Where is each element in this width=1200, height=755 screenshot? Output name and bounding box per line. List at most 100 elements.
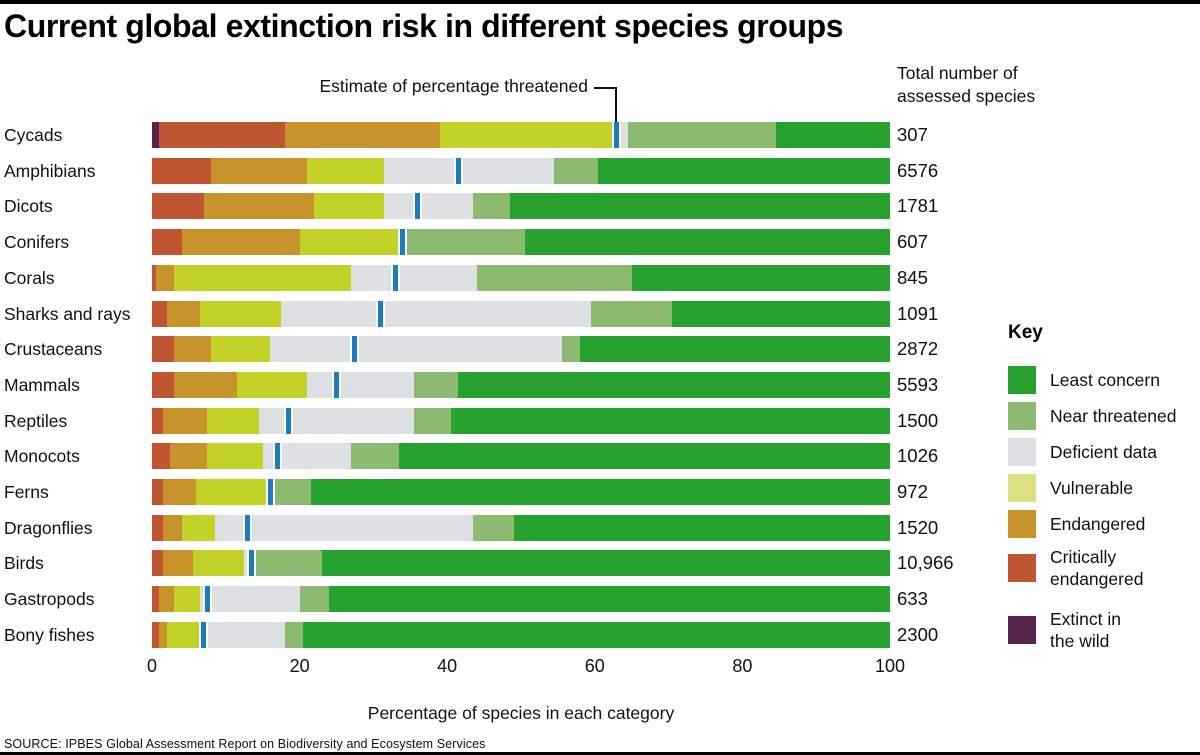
segment-endangered: [181, 229, 300, 256]
threatened-estimate-marker: [612, 122, 622, 148]
legend-swatch-near-threatened: [1008, 402, 1036, 430]
stacked-bar-corals: [152, 264, 890, 291]
stacked-bar-conifers: [152, 229, 890, 256]
segment-deficient-data: [384, 157, 555, 184]
segment-deficient-data: [199, 621, 285, 648]
row-label-gastropods: Gastropods: [4, 589, 95, 610]
segment-least-concern: [672, 300, 890, 327]
row-label-crustaceans: Crustaceans: [4, 339, 103, 360]
total-assessed-bony-fishes: 2300: [897, 623, 939, 645]
segment-near-threatened: [284, 621, 304, 648]
segment-vulnerable: [207, 443, 263, 470]
segment-endangered: [284, 122, 440, 148]
segment-critically-endangered: [152, 264, 156, 291]
legend-label-endangered: Endangered: [1050, 514, 1146, 534]
segment-endangered: [174, 336, 212, 363]
segment-deficient-data: [351, 264, 477, 291]
total-assessed-amphibians: 6576: [897, 159, 939, 181]
legend-item-critically-endangered: Critically endangered: [1008, 546, 1143, 590]
segment-vulnerable: [174, 586, 200, 613]
segment-vulnerable: [199, 300, 282, 327]
segment-least-concern: [450, 407, 890, 434]
legend-label-extinct-wild: Extinct in the wild: [1050, 609, 1121, 651]
segment-near-threatened: [627, 122, 776, 148]
legend-swatch-extinct-wild: [1008, 616, 1036, 644]
threatened-annotation-label: Estimate of percentage threatened: [319, 76, 588, 96]
stacked-bar-amphibians: [152, 157, 890, 184]
row-label-amphibians: Amphibians: [4, 160, 96, 181]
segment-vulnerable: [211, 336, 271, 363]
threatened-estimate-marker: [391, 264, 401, 291]
segment-deficient-data: [616, 122, 628, 148]
row-label-sharks-and-rays: Sharks and rays: [4, 303, 131, 324]
total-assessed-ferns: 972: [897, 481, 928, 502]
segment-endangered: [163, 514, 182, 541]
stacked-bar-crustaceans: [152, 336, 890, 363]
row-label-bony-fishes: Bony fishes: [4, 624, 95, 645]
total-assessed-sharks-and-rays: 1091: [897, 302, 939, 324]
segment-critically-endangered: [152, 157, 212, 184]
segment-near-threatened: [476, 264, 632, 291]
total-assessed-crustaceans: 2872: [897, 338, 939, 360]
stacked-bar-birds: [152, 550, 890, 577]
segment-near-threatened: [554, 157, 599, 184]
x-tick-80: 80: [732, 656, 753, 676]
threatened-estimate-marker: [453, 157, 463, 184]
totals-column-header: Total number of assessed species: [897, 63, 1036, 106]
segment-least-concern: [513, 514, 890, 541]
threatened-estimate-marker: [332, 371, 341, 398]
segment-vulnerable: [236, 371, 307, 398]
segment-near-threatened: [413, 407, 451, 434]
row-label-corals: Corals: [4, 267, 55, 288]
segment-least-concern: [329, 586, 890, 613]
legend-swatch-deficient-data: [1008, 438, 1036, 466]
x-tick-20: 20: [289, 656, 310, 676]
segment-vulnerable: [196, 479, 267, 505]
top-rule: [0, 0, 1200, 4]
segment-endangered: [166, 300, 200, 327]
segment-critically-endangered: [152, 371, 175, 398]
segment-vulnerable: [314, 193, 385, 220]
legend-swatch-endangered: [1008, 510, 1036, 538]
segment-deficient-data: [214, 514, 473, 541]
stacked-bar-cycads: [152, 122, 890, 148]
segment-least-concern: [458, 371, 890, 398]
legend-item-least-concern: Least concern: [1008, 366, 1160, 394]
stacked-bar-dicots: [152, 193, 890, 220]
total-assessed-monocots: 1026: [897, 445, 939, 467]
x-axis-title: Percentage of species in each category: [367, 703, 675, 723]
segment-vulnerable: [306, 157, 385, 184]
total-assessed-birds: 10,966: [897, 552, 954, 574]
annotation-leader-line-vertical: [615, 87, 617, 122]
segment-least-concern: [321, 550, 890, 577]
segment-near-threatened: [591, 300, 673, 327]
segment-critically-endangered: [152, 443, 171, 470]
segment-critically-endangered: [152, 229, 182, 256]
segment-least-concern: [598, 157, 890, 184]
segment-endangered: [163, 407, 208, 434]
threatened-estimate-marker: [413, 193, 423, 220]
row-label-dicots: Dicots: [4, 196, 53, 217]
row-label-birds: Birds: [4, 553, 44, 574]
segment-critically-endangered: [152, 300, 167, 327]
threatened-estimate-marker: [265, 479, 275, 505]
stacked-bar-mammals: [152, 371, 890, 398]
legend-item-extinct-wild: Extinct in the wild: [1008, 608, 1121, 652]
segment-least-concern: [509, 193, 890, 220]
segment-critically-endangered: [152, 586, 160, 613]
segment-deficient-data: [306, 371, 414, 398]
x-tick-40: 40: [437, 656, 458, 676]
segment-extinct-wild: [152, 122, 160, 148]
segment-near-threatened: [273, 479, 311, 505]
total-assessed-gastropods: 633: [897, 588, 928, 610]
segment-endangered: [159, 586, 175, 613]
total-assessed-conifers: 607: [897, 231, 928, 253]
row-label-conifers: Conifers: [4, 232, 70, 253]
segment-deficient-data: [258, 407, 414, 434]
segment-vulnerable: [207, 407, 259, 434]
threatened-estimate-marker: [272, 443, 282, 470]
bottom-rule: [0, 752, 1200, 755]
x-tick-0: 0: [146, 656, 157, 676]
legend-label-least-concern: Least concern: [1050, 370, 1160, 390]
